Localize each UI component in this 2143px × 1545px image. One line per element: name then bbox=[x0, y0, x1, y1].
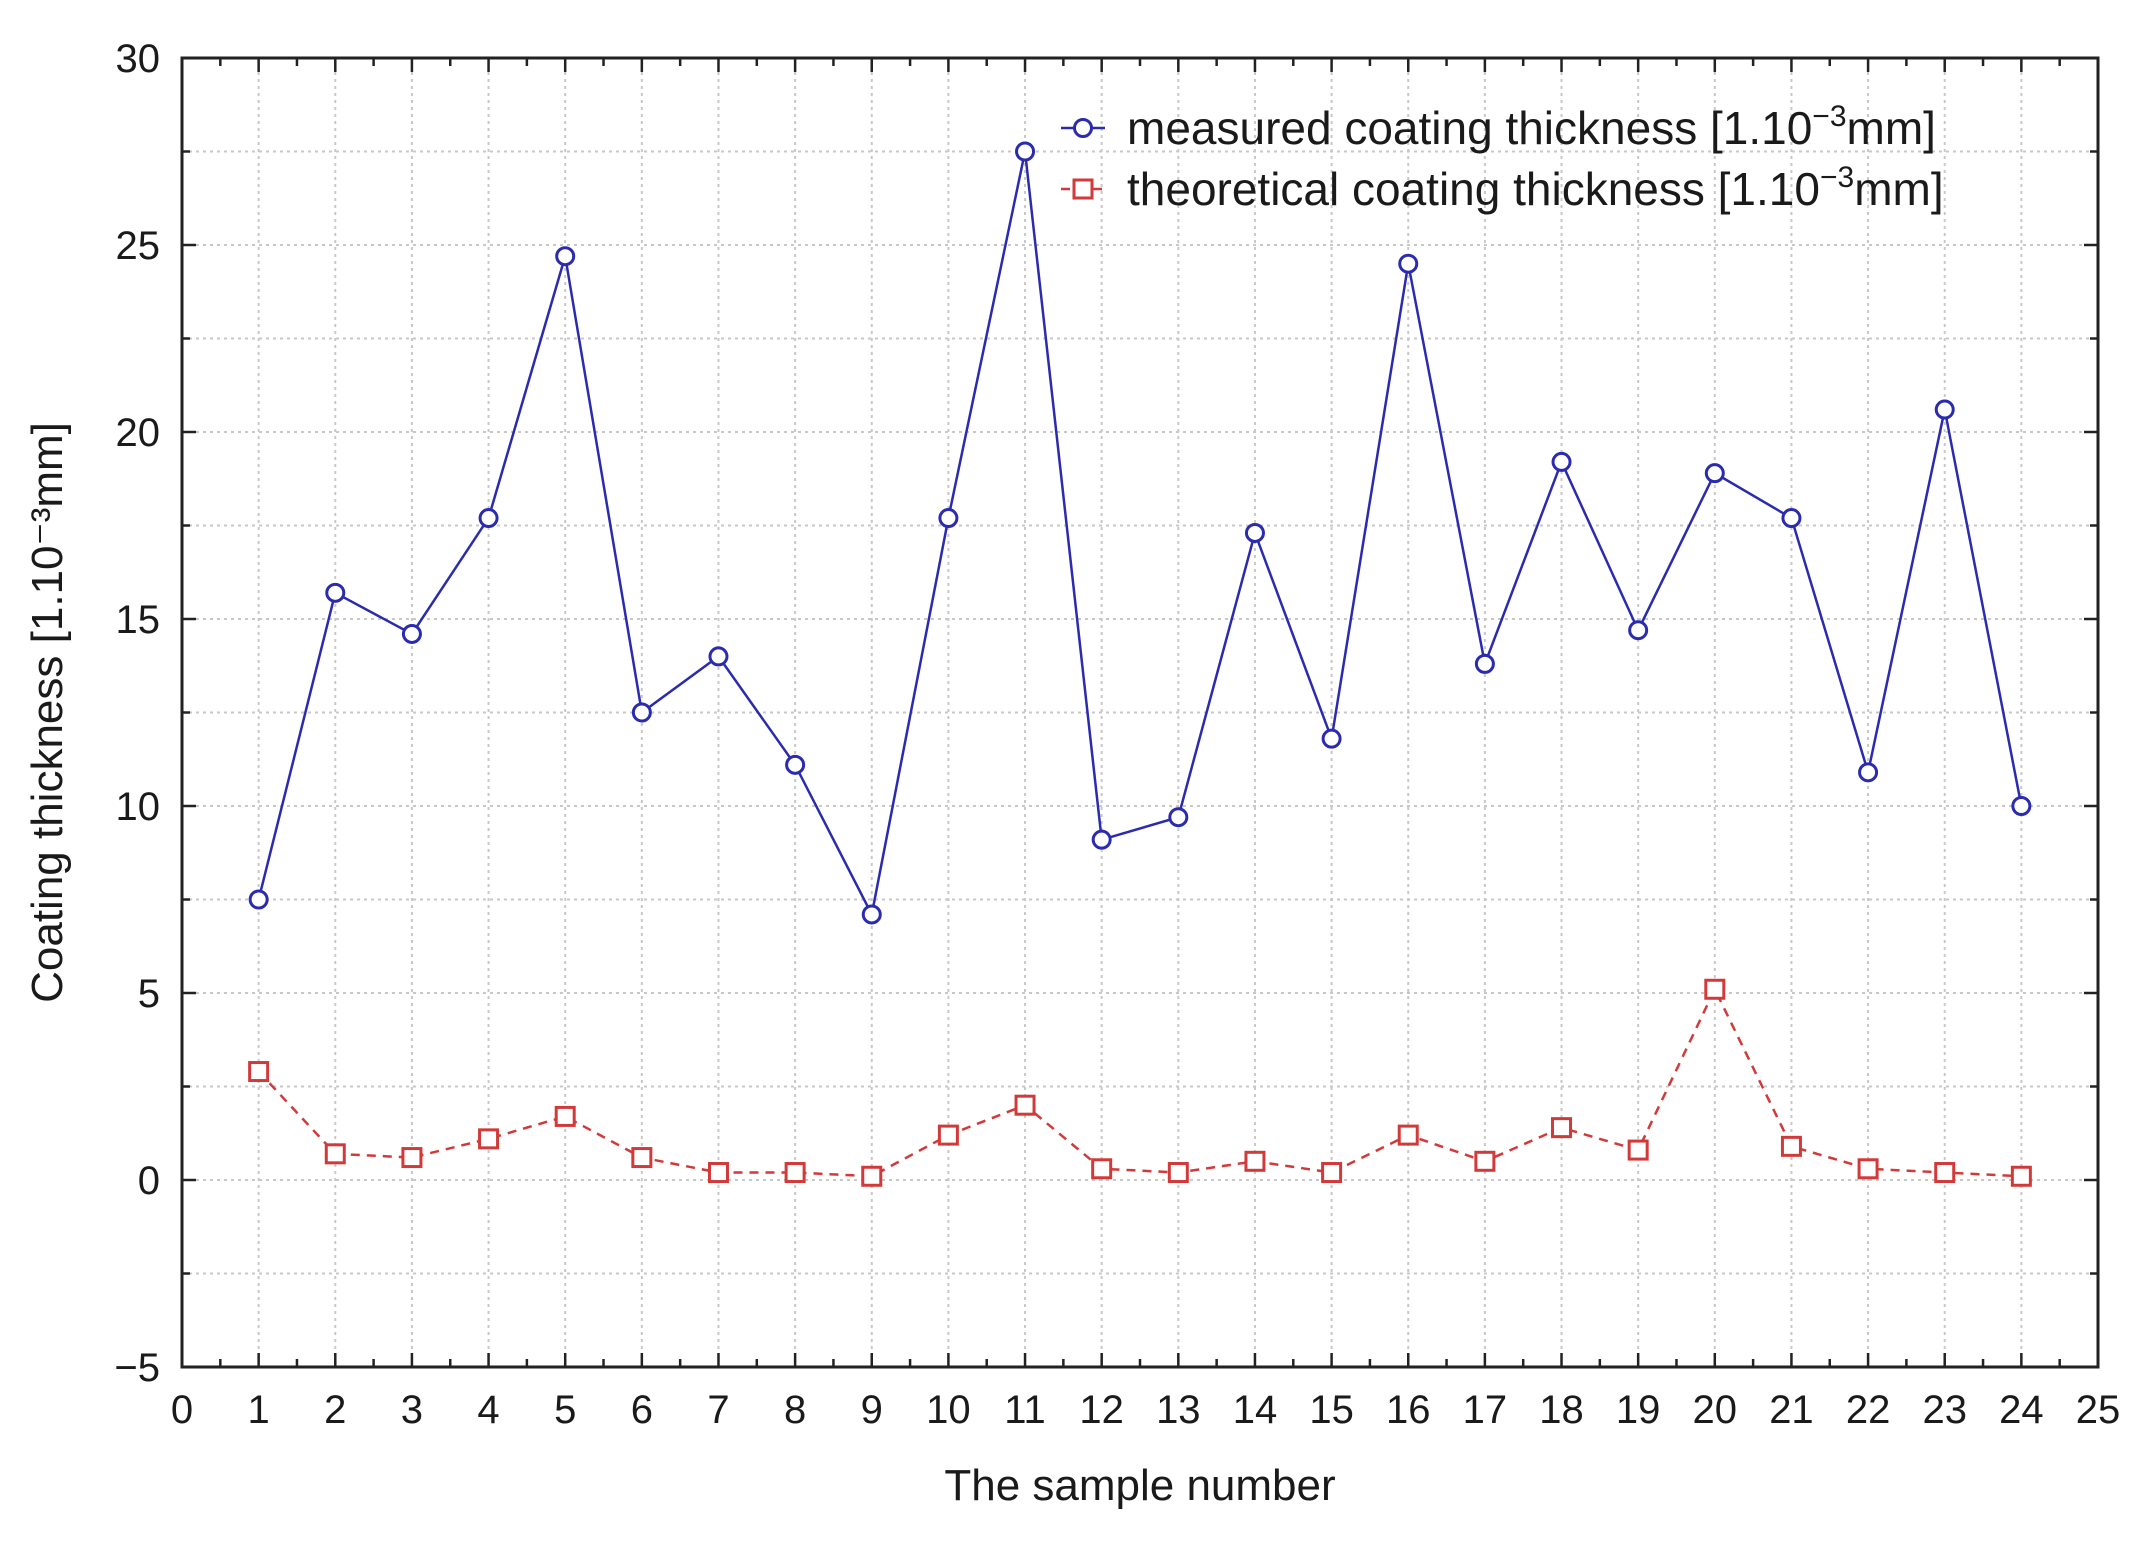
x-tick-label: 1 bbox=[248, 1388, 270, 1432]
data-point bbox=[325, 582, 346, 603]
x-tick-label: 23 bbox=[1922, 1388, 1967, 1432]
data-point bbox=[2011, 796, 2032, 816]
x-tick-label: 8 bbox=[784, 1388, 806, 1432]
data-point bbox=[401, 1147, 423, 1169]
data-point bbox=[1704, 978, 1726, 1000]
data-point bbox=[1091, 1158, 1113, 1180]
data-point bbox=[938, 508, 959, 529]
data-point bbox=[1627, 1139, 1649, 1161]
y-tick-label: 0 bbox=[138, 1159, 160, 1203]
x-tick-label: 15 bbox=[1309, 1388, 1354, 1432]
y-axis-title: Coating thickness [1.10⁻³mm] bbox=[23, 422, 72, 1003]
data-point bbox=[1167, 1162, 1189, 1184]
data-point bbox=[1321, 1162, 1343, 1184]
data-point bbox=[1014, 1094, 1036, 1116]
x-tick-label: 14 bbox=[1233, 1388, 1278, 1432]
x-tick-label: 13 bbox=[1156, 1388, 1201, 1432]
legend-marker-circle bbox=[1073, 118, 1093, 138]
data-point bbox=[1321, 728, 1342, 749]
x-tick-label: 19 bbox=[1616, 1388, 1661, 1432]
data-point bbox=[937, 1124, 959, 1146]
data-point bbox=[1704, 463, 1725, 484]
x-tick-label: 20 bbox=[1693, 1388, 1738, 1432]
x-tick-label: 4 bbox=[477, 1388, 499, 1432]
data-point bbox=[1168, 807, 1189, 828]
x-tick-label: 24 bbox=[1999, 1388, 2044, 1432]
data-point bbox=[785, 754, 806, 775]
data-point bbox=[631, 702, 652, 723]
data-point bbox=[784, 1162, 806, 1184]
legend-label: theoretical coating thickness [1.10−3mm] bbox=[1127, 161, 1944, 215]
x-tick-label: 7 bbox=[707, 1388, 729, 1432]
data-point bbox=[1858, 762, 1879, 783]
data-point bbox=[708, 646, 729, 667]
data-point bbox=[1015, 141, 1036, 162]
data-point bbox=[861, 904, 882, 925]
data-point bbox=[1551, 451, 1572, 472]
data-point bbox=[1474, 1150, 1496, 1172]
data-point bbox=[1780, 1135, 1802, 1157]
x-tick-label: 10 bbox=[926, 1388, 971, 1432]
x-tick-label: 5 bbox=[554, 1388, 576, 1432]
y-tick-label: 5 bbox=[138, 972, 160, 1016]
series-measured bbox=[248, 141, 2032, 925]
x-tick-label: 21 bbox=[1769, 1388, 1814, 1432]
x-tick-label: 18 bbox=[1539, 1388, 1584, 1432]
x-tick-label: 0 bbox=[171, 1388, 193, 1432]
data-point bbox=[248, 889, 269, 910]
data-point bbox=[554, 1105, 576, 1127]
legend-label: measured coating thickness [1.10−3mm] bbox=[1127, 100, 1936, 154]
y-tick-label: 30 bbox=[116, 37, 161, 81]
y-tick-label: 25 bbox=[116, 224, 161, 268]
data-point bbox=[1244, 522, 1265, 543]
data-point bbox=[1551, 1117, 1573, 1139]
data-point bbox=[478, 508, 499, 529]
x-tick-label: 2 bbox=[324, 1388, 346, 1432]
data-point bbox=[248, 1061, 270, 1083]
x-tick-label: 16 bbox=[1386, 1388, 1431, 1432]
data-point bbox=[1781, 508, 1802, 529]
data-point bbox=[1397, 1124, 1419, 1146]
data-point bbox=[1857, 1158, 1879, 1180]
x-tick-label: 25 bbox=[2076, 1388, 2121, 1432]
x-tick-label: 9 bbox=[861, 1388, 883, 1432]
y-tick-label: 15 bbox=[116, 598, 161, 642]
data-point bbox=[1244, 1150, 1266, 1172]
data-point bbox=[478, 1128, 500, 1150]
data-point bbox=[861, 1165, 883, 1187]
data-point bbox=[1628, 620, 1649, 641]
series-theoretical bbox=[248, 978, 2032, 1187]
y-tick-label: 10 bbox=[116, 785, 161, 829]
x-tick-label: 6 bbox=[631, 1388, 653, 1432]
legend: measured coating thickness [1.10−3mm] the… bbox=[1061, 100, 1944, 215]
x-tick-label: 12 bbox=[1079, 1388, 1124, 1432]
series-layer bbox=[248, 141, 2032, 1187]
y-tick-label: 20 bbox=[116, 411, 161, 455]
series-line bbox=[257, 986, 2022, 1178]
legend-marker-square bbox=[1072, 178, 1094, 200]
data-point bbox=[631, 1147, 653, 1169]
series-line bbox=[257, 151, 2023, 919]
data-point bbox=[1091, 829, 1112, 850]
data-point bbox=[2010, 1165, 2032, 1187]
data-point bbox=[1934, 399, 1955, 420]
data-point bbox=[555, 246, 576, 267]
data-point bbox=[324, 1143, 346, 1165]
x-tick-label: 3 bbox=[401, 1388, 423, 1432]
data-point bbox=[1474, 653, 1495, 674]
x-axis-title: The sample number bbox=[944, 1461, 1335, 1510]
x-tick-label: 17 bbox=[1463, 1388, 1508, 1432]
data-point bbox=[707, 1162, 729, 1184]
x-tick-label: 11 bbox=[1004, 1388, 1046, 1432]
data-point bbox=[1934, 1162, 1956, 1184]
x-tick-label: 22 bbox=[1846, 1388, 1891, 1432]
data-point bbox=[1398, 253, 1419, 274]
data-point bbox=[401, 623, 422, 644]
gridlines bbox=[182, 58, 2098, 1367]
y-tick-label: −5 bbox=[114, 1346, 160, 1390]
